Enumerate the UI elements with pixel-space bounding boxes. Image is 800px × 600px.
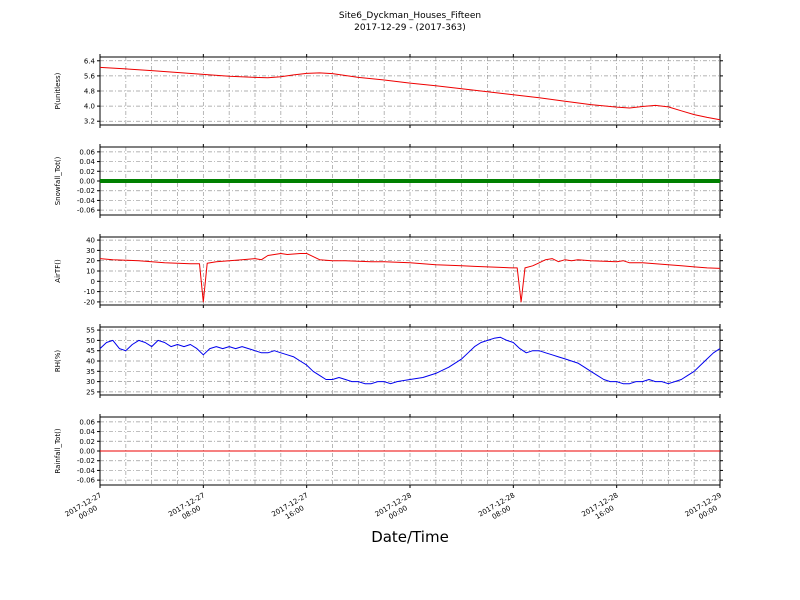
svg-text:-10: -10 (84, 288, 95, 296)
svg-text:35: 35 (86, 368, 95, 376)
svg-text:0.00: 0.00 (79, 448, 95, 456)
svg-text:-20: -20 (84, 298, 95, 306)
svg-text:20: 20 (86, 257, 95, 265)
svg-text:10: 10 (86, 268, 95, 276)
x-axis-label: Date/Time (371, 528, 449, 546)
svg-text:0.04: 0.04 (79, 428, 95, 436)
svg-text:0.02: 0.02 (79, 168, 95, 176)
svg-text:0.00: 0.00 (79, 178, 95, 186)
svg-text:30: 30 (86, 247, 95, 255)
svg-text:4.0: 4.0 (84, 103, 95, 111)
svg-text:Rainfall_Tot(): Rainfall_Tot() (54, 428, 62, 473)
svg-text:50: 50 (86, 337, 95, 345)
chart-title-block: Site6_Dyckman_Houses_Fifteen 2017-12-29 … (20, 10, 800, 34)
svg-text:5.6: 5.6 (84, 72, 96, 80)
svg-text:55: 55 (86, 327, 95, 335)
svg-text:RH(%): RH(%) (54, 350, 62, 373)
svg-text:3.2: 3.2 (84, 118, 95, 126)
chart-title: Site6_Dyckman_Houses_Fifteen (338, 11, 482, 21)
panel-Snowfall_Tot(): 0.06 0.04 0.02 0.00-0.02 -0.04 -0.06 Snowfall_… (54, 144, 723, 218)
svg-text:0.06: 0.06 (79, 148, 95, 156)
svg-text:AirTF(): AirTF() (54, 259, 62, 283)
svg-text:Snowfall_Tot(): Snowfall_Tot() (54, 156, 62, 205)
svg-text:30: 30 (86, 378, 95, 386)
svg-text:40: 40 (86, 237, 95, 245)
svg-text:6.4: 6.4 (84, 57, 96, 65)
svg-text:-0.06: -0.06 (77, 207, 96, 215)
svg-text:0: 0 (91, 278, 95, 286)
panel-RH(%): 55 50 45 40 35 30 25 RH(%) (54, 324, 723, 398)
panel-Rainfall_Tot(): 0.06 0.04 0.02 0.00-0.02 -0.04 -0.06 Rainfall_… (54, 414, 723, 488)
panel-P(unitless): 6.4 5.6 4.8 4.0 3.2 P(unitless) (54, 54, 723, 128)
svg-text:45: 45 (86, 347, 95, 355)
svg-text:25: 25 (86, 388, 95, 396)
svg-text:-0.02: -0.02 (77, 187, 95, 195)
svg-text:0.04: 0.04 (79, 158, 95, 166)
panel-AirTF(): 40 30 20 10 0 -10 -20 AirTF() (54, 234, 723, 308)
svg-text:4.8: 4.8 (84, 88, 95, 96)
svg-text:0.02: 0.02 (79, 438, 95, 446)
svg-text:-0.04: -0.04 (77, 197, 96, 205)
svg-text:P(unitless): P(unitless) (54, 72, 62, 109)
svg-text:40: 40 (86, 358, 95, 366)
svg-text:0.06: 0.06 (79, 418, 95, 426)
svg-text:-0.06: -0.06 (77, 477, 96, 485)
svg-text:-0.04: -0.04 (77, 467, 96, 475)
svg-text:-0.02: -0.02 (77, 457, 95, 465)
chart-subtitle: 2017-12-29 - (2017-363) (354, 23, 466, 33)
